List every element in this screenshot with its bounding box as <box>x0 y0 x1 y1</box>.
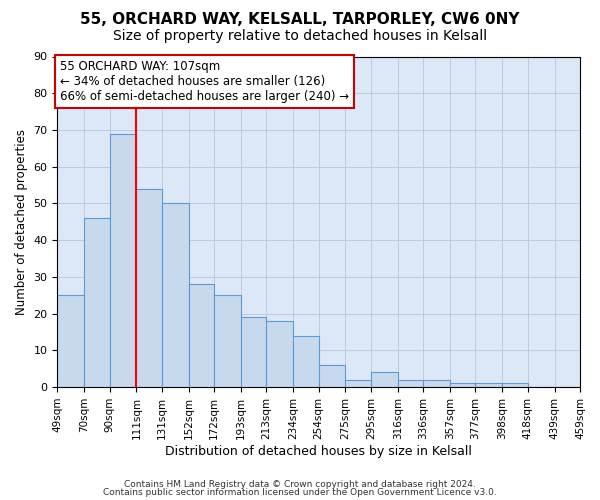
X-axis label: Distribution of detached houses by size in Kelsall: Distribution of detached houses by size … <box>165 444 472 458</box>
Bar <box>110 134 136 387</box>
Bar <box>58 296 84 387</box>
Bar <box>346 380 371 387</box>
Bar <box>214 296 241 387</box>
Text: Size of property relative to detached houses in Kelsall: Size of property relative to detached ho… <box>113 29 487 43</box>
Bar <box>371 372 398 387</box>
Text: 55, ORCHARD WAY, KELSALL, TARPORLEY, CW6 0NY: 55, ORCHARD WAY, KELSALL, TARPORLEY, CW6… <box>80 12 520 28</box>
Y-axis label: Number of detached properties: Number of detached properties <box>15 129 28 315</box>
Bar <box>293 336 319 387</box>
Bar <box>136 188 162 387</box>
Bar <box>266 321 293 387</box>
Text: Contains HM Land Registry data © Crown copyright and database right 2024.: Contains HM Land Registry data © Crown c… <box>124 480 476 489</box>
Bar <box>475 384 502 387</box>
Bar <box>162 204 188 387</box>
Bar <box>502 384 528 387</box>
Text: 55 ORCHARD WAY: 107sqm
← 34% of detached houses are smaller (126)
66% of semi-de: 55 ORCHARD WAY: 107sqm ← 34% of detached… <box>60 60 349 103</box>
Bar <box>84 218 110 387</box>
Bar <box>241 318 266 387</box>
Bar <box>319 365 346 387</box>
Bar <box>188 284 214 387</box>
Bar <box>398 380 423 387</box>
Text: Contains public sector information licensed under the Open Government Licence v3: Contains public sector information licen… <box>103 488 497 497</box>
Bar <box>423 380 450 387</box>
Bar <box>450 384 475 387</box>
